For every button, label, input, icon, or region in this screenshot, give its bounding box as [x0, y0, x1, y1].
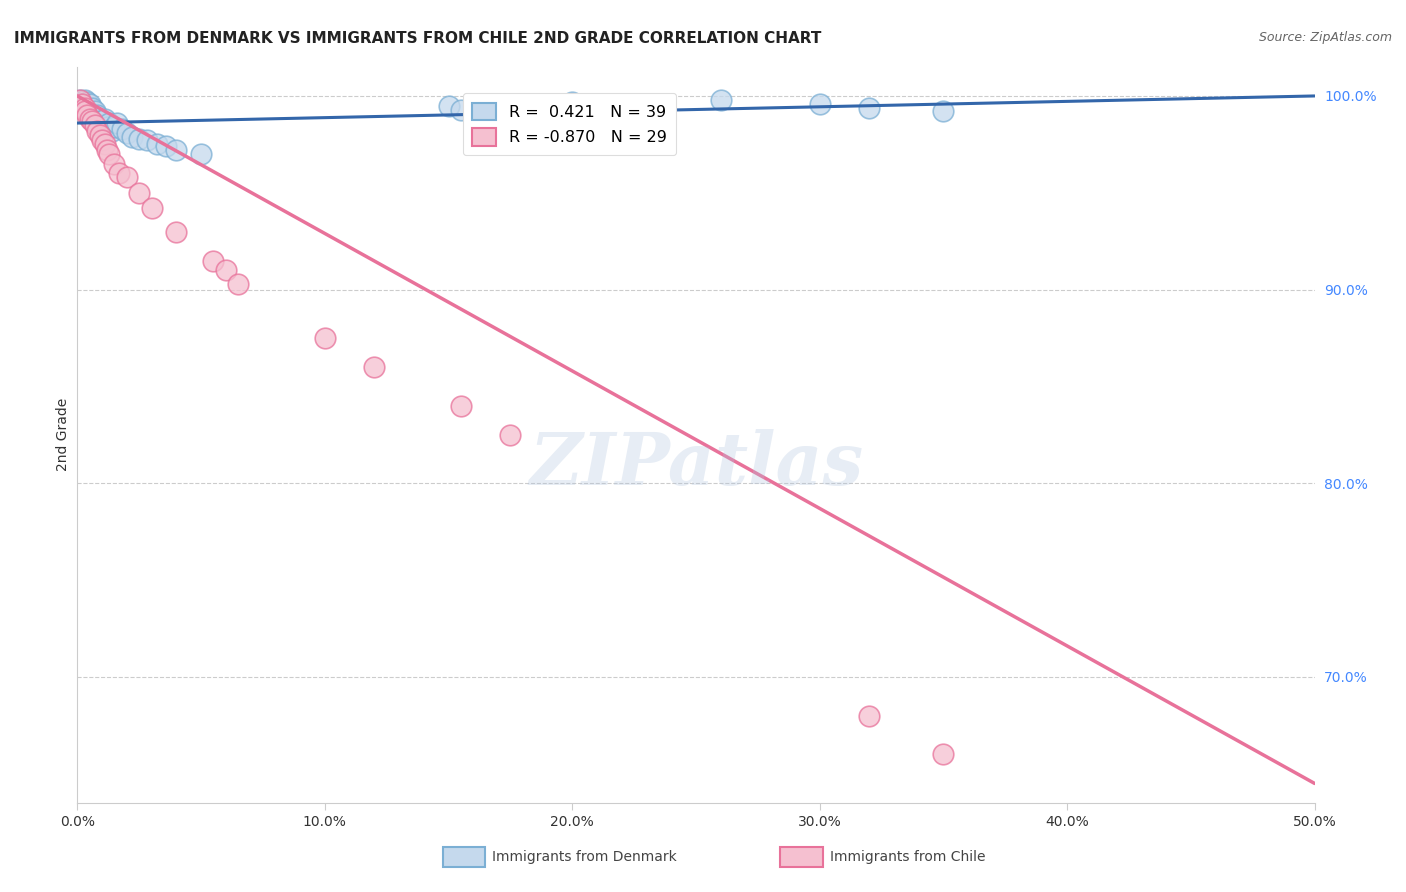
- Point: [111, 121, 134, 136]
- Point: [98, 116, 121, 130]
- Text: ZIPatlas: ZIPatlas: [529, 429, 863, 500]
- Point: [499, 428, 522, 442]
- Point: [72, 101, 94, 115]
- Point: [128, 131, 150, 145]
- Point: [450, 399, 472, 413]
- Point: [858, 101, 880, 115]
- Point: [105, 116, 128, 130]
- Point: [141, 201, 163, 215]
- Point: [93, 137, 115, 152]
- Point: [808, 96, 831, 111]
- Point: [314, 331, 336, 345]
- Point: [76, 95, 98, 109]
- Point: [69, 93, 91, 107]
- Point: [115, 126, 138, 140]
- Point: [89, 128, 111, 142]
- Point: [79, 112, 101, 127]
- Legend: R =  0.421   N = 39, R = -0.870   N = 29: R = 0.421 N = 39, R = -0.870 N = 29: [463, 94, 676, 155]
- Point: [561, 95, 583, 109]
- Point: [73, 93, 96, 107]
- Text: Source: ZipAtlas.com: Source: ZipAtlas.com: [1258, 31, 1392, 45]
- Point: [73, 101, 96, 115]
- Point: [72, 96, 94, 111]
- Text: Immigrants from Chile: Immigrants from Chile: [830, 850, 986, 864]
- Point: [76, 108, 98, 122]
- Point: [73, 98, 96, 112]
- Point: [215, 263, 238, 277]
- Point: [91, 118, 114, 132]
- Point: [858, 708, 880, 723]
- Point: [932, 104, 955, 119]
- Point: [73, 104, 96, 119]
- Point: [98, 147, 121, 161]
- Point: [437, 98, 460, 112]
- Text: IMMIGRANTS FROM DENMARK VS IMMIGRANTS FROM CHILE 2ND GRADE CORRELATION CHART: IMMIGRANTS FROM DENMARK VS IMMIGRANTS FR…: [14, 31, 821, 46]
- Point: [202, 253, 225, 268]
- Point: [932, 747, 955, 762]
- Point: [69, 93, 91, 107]
- Point: [363, 360, 385, 375]
- Point: [76, 103, 98, 117]
- Point: [82, 114, 104, 128]
- Point: [101, 124, 124, 138]
- Point: [108, 166, 131, 180]
- Point: [83, 112, 105, 127]
- Point: [83, 104, 105, 119]
- Point: [82, 108, 104, 122]
- Point: [103, 157, 125, 171]
- Point: [121, 129, 143, 144]
- Point: [226, 277, 249, 291]
- Point: [96, 143, 118, 157]
- Point: [79, 106, 101, 120]
- Y-axis label: 2nd Grade: 2nd Grade: [56, 398, 70, 472]
- Point: [79, 96, 101, 111]
- Point: [586, 101, 609, 115]
- Point: [165, 143, 187, 157]
- Point: [103, 120, 125, 134]
- Text: Immigrants from Denmark: Immigrants from Denmark: [492, 850, 676, 864]
- Point: [145, 137, 167, 152]
- Point: [135, 133, 157, 147]
- Point: [96, 120, 118, 134]
- Point: [83, 118, 105, 132]
- Point: [93, 112, 115, 127]
- Point: [128, 186, 150, 200]
- Point: [165, 225, 187, 239]
- Point: [450, 103, 472, 117]
- Point: [82, 101, 104, 115]
- Point: [190, 147, 212, 161]
- Point: [86, 124, 108, 138]
- Point: [72, 96, 94, 111]
- Point: [155, 139, 177, 153]
- Point: [115, 170, 138, 185]
- Point: [89, 114, 111, 128]
- Point: [86, 108, 108, 122]
- Point: [91, 133, 114, 147]
- Point: [710, 93, 733, 107]
